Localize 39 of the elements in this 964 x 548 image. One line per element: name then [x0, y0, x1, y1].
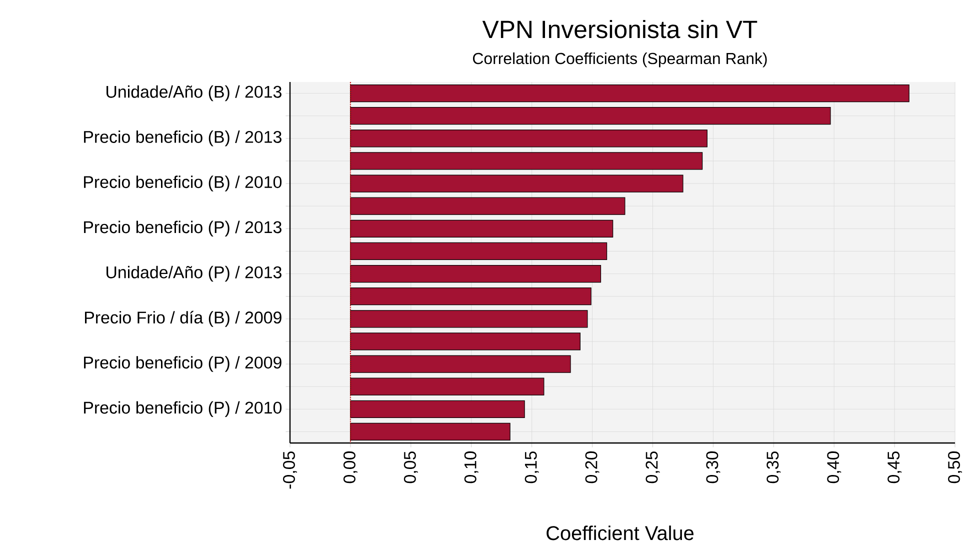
bar: [350, 84, 910, 102]
bar: [350, 174, 684, 192]
x-tick-label: 0,00: [343, 451, 358, 484]
x-axis-title: Coefficient Value: [546, 526, 694, 540]
x-tick-label: 0,25: [646, 451, 660, 484]
y-tick-label: Unidade/Año (B) / 2013: [106, 85, 282, 102]
x-tick-label: 0,40: [827, 451, 842, 484]
bar: [350, 152, 703, 170]
bar: [350, 310, 588, 328]
y-tick-label: Precio Frio / día (B) / 2009: [85, 310, 282, 327]
bar: [350, 130, 708, 148]
bar: [350, 264, 602, 283]
bar: [350, 288, 592, 306]
bar: [350, 378, 544, 396]
chart-subtitle: Correlation Coefficients (Spearman Rank): [473, 52, 767, 68]
y-tick-label: Precio beneficio (B) / 2010: [84, 176, 282, 192]
y-tick-label: Unidade/Año (P) / 2013: [106, 266, 282, 282]
bar: [350, 107, 831, 125]
y-tick-label: Precio beneficio (P) / 2009: [84, 356, 282, 372]
bar: [350, 332, 580, 350]
bar: [350, 197, 626, 215]
x-tick-label: 0,30: [706, 451, 720, 484]
y-tick-label: Precio beneficio (B) / 2013: [84, 130, 282, 146]
bar: [350, 400, 525, 418]
chart-title: VPN Inversionista sin VT: [482, 20, 758, 38]
x-tick-label: 0,10: [464, 451, 478, 484]
bar: [350, 355, 571, 373]
x-tick-label: 0,15: [524, 451, 539, 484]
y-tick-label: Precio beneficio (P) / 2013: [84, 220, 282, 237]
x-tick-label: 0,45: [888, 451, 902, 484]
x-tick-label: 0,20: [585, 451, 600, 484]
x-tick-label: 0,05: [404, 451, 418, 484]
x-tick-label: -0,05: [283, 451, 297, 489]
bar: [350, 242, 608, 260]
x-tick-label: 0,35: [766, 451, 781, 484]
y-tick-label: Precio beneficio (P) / 2010: [84, 401, 282, 418]
bar: [350, 220, 614, 238]
bar: [350, 422, 510, 441]
x-tick-label: 0,50: [948, 451, 962, 484]
